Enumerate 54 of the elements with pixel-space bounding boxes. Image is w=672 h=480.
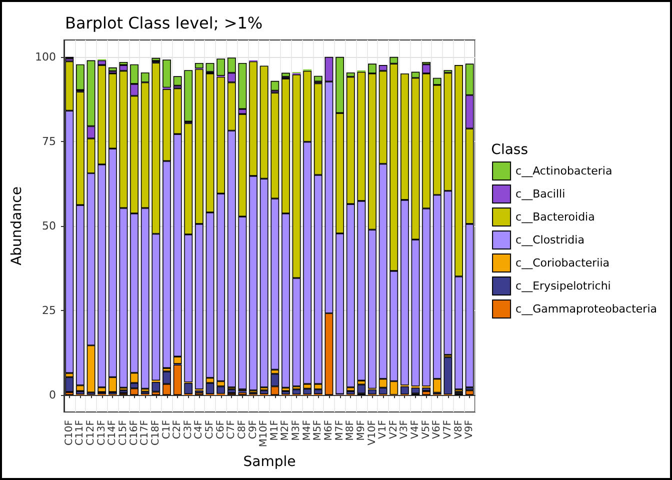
- x-axis-title: Sample: [243, 454, 296, 470]
- legend-label: c__Bacteroidia: [516, 210, 595, 224]
- x-tick-label: C11F: [74, 420, 86, 446]
- x-tick-label: M5F: [312, 420, 324, 441]
- chart-title: Barplot Class level; >1%: [65, 14, 263, 32]
- x-tick-label: V7F: [442, 420, 454, 439]
- x-tick-label: M3F: [291, 420, 302, 441]
- x-tick-label: V3F: [399, 420, 410, 439]
- x-tick-label: V1F: [378, 420, 389, 439]
- y-tick-label: 50: [42, 220, 56, 232]
- x-tick-label: C6F: [215, 420, 226, 440]
- x-tick-label: C4F: [194, 420, 205, 440]
- x-tick-label: V5F: [420, 420, 432, 439]
- y-axis-title: Abundance: [9, 186, 26, 266]
- x-tick-label: M2F: [280, 420, 292, 441]
- legend-label: c__Clostridia: [516, 234, 584, 246]
- x-tick-label: C9F: [248, 420, 259, 440]
- x-tick-label: C10F: [64, 420, 75, 446]
- x-tick-label: C1F: [161, 420, 172, 440]
- y-tick-label: 0: [49, 388, 56, 402]
- y-tick-label: 100: [35, 50, 56, 64]
- legend-title: Class: [491, 142, 528, 158]
- x-tick-label: M7F: [334, 420, 346, 441]
- x-tick-label: C3F: [182, 420, 194, 440]
- x-tick-label: C17F: [140, 420, 151, 446]
- x-tick-label: V10F: [366, 420, 378, 446]
- legend-label: c__Bacilli: [516, 188, 566, 200]
- legend-label: c__Coriobacteriia: [516, 256, 610, 270]
- x-tick-label: C5F: [204, 420, 216, 440]
- x-tick-label: V4F: [410, 420, 422, 439]
- x-tick-label: C12F: [86, 420, 97, 446]
- y-tick-label: 25: [42, 304, 56, 318]
- x-tick-label: V9F: [464, 420, 476, 439]
- x-tick-label: C18F: [150, 420, 162, 446]
- x-tick-label: M4F: [302, 420, 313, 441]
- x-tick-label: M6F: [323, 420, 334, 441]
- legend-label: c__Gammaproteobacteria: [516, 302, 658, 316]
- x-tick-label: C14F: [107, 420, 118, 446]
- x-tick-label: C2F: [172, 420, 184, 440]
- x-tick-label: M1F: [269, 420, 280, 441]
- x-tick-label: M8F: [345, 420, 356, 441]
- x-tick-label: C8F: [236, 420, 248, 440]
- legend-label: c__Erysipelotrichi: [516, 280, 611, 292]
- x-tick-label: V2F: [388, 420, 400, 439]
- x-tick-label: V6F: [432, 420, 443, 439]
- x-tick-label: M9F: [356, 420, 367, 441]
- x-tick-label: C7F: [226, 420, 238, 440]
- x-tick-label: C15F: [118, 420, 129, 446]
- x-tick-label: M10F: [258, 420, 270, 448]
- x-tick-label: C13F: [96, 420, 108, 446]
- y-tick-label: 75: [42, 134, 56, 148]
- x-tick-label: V8F: [453, 420, 464, 439]
- legend-label: c__Actinobacteria: [516, 164, 612, 178]
- x-tick-label: C16F: [128, 420, 140, 446]
